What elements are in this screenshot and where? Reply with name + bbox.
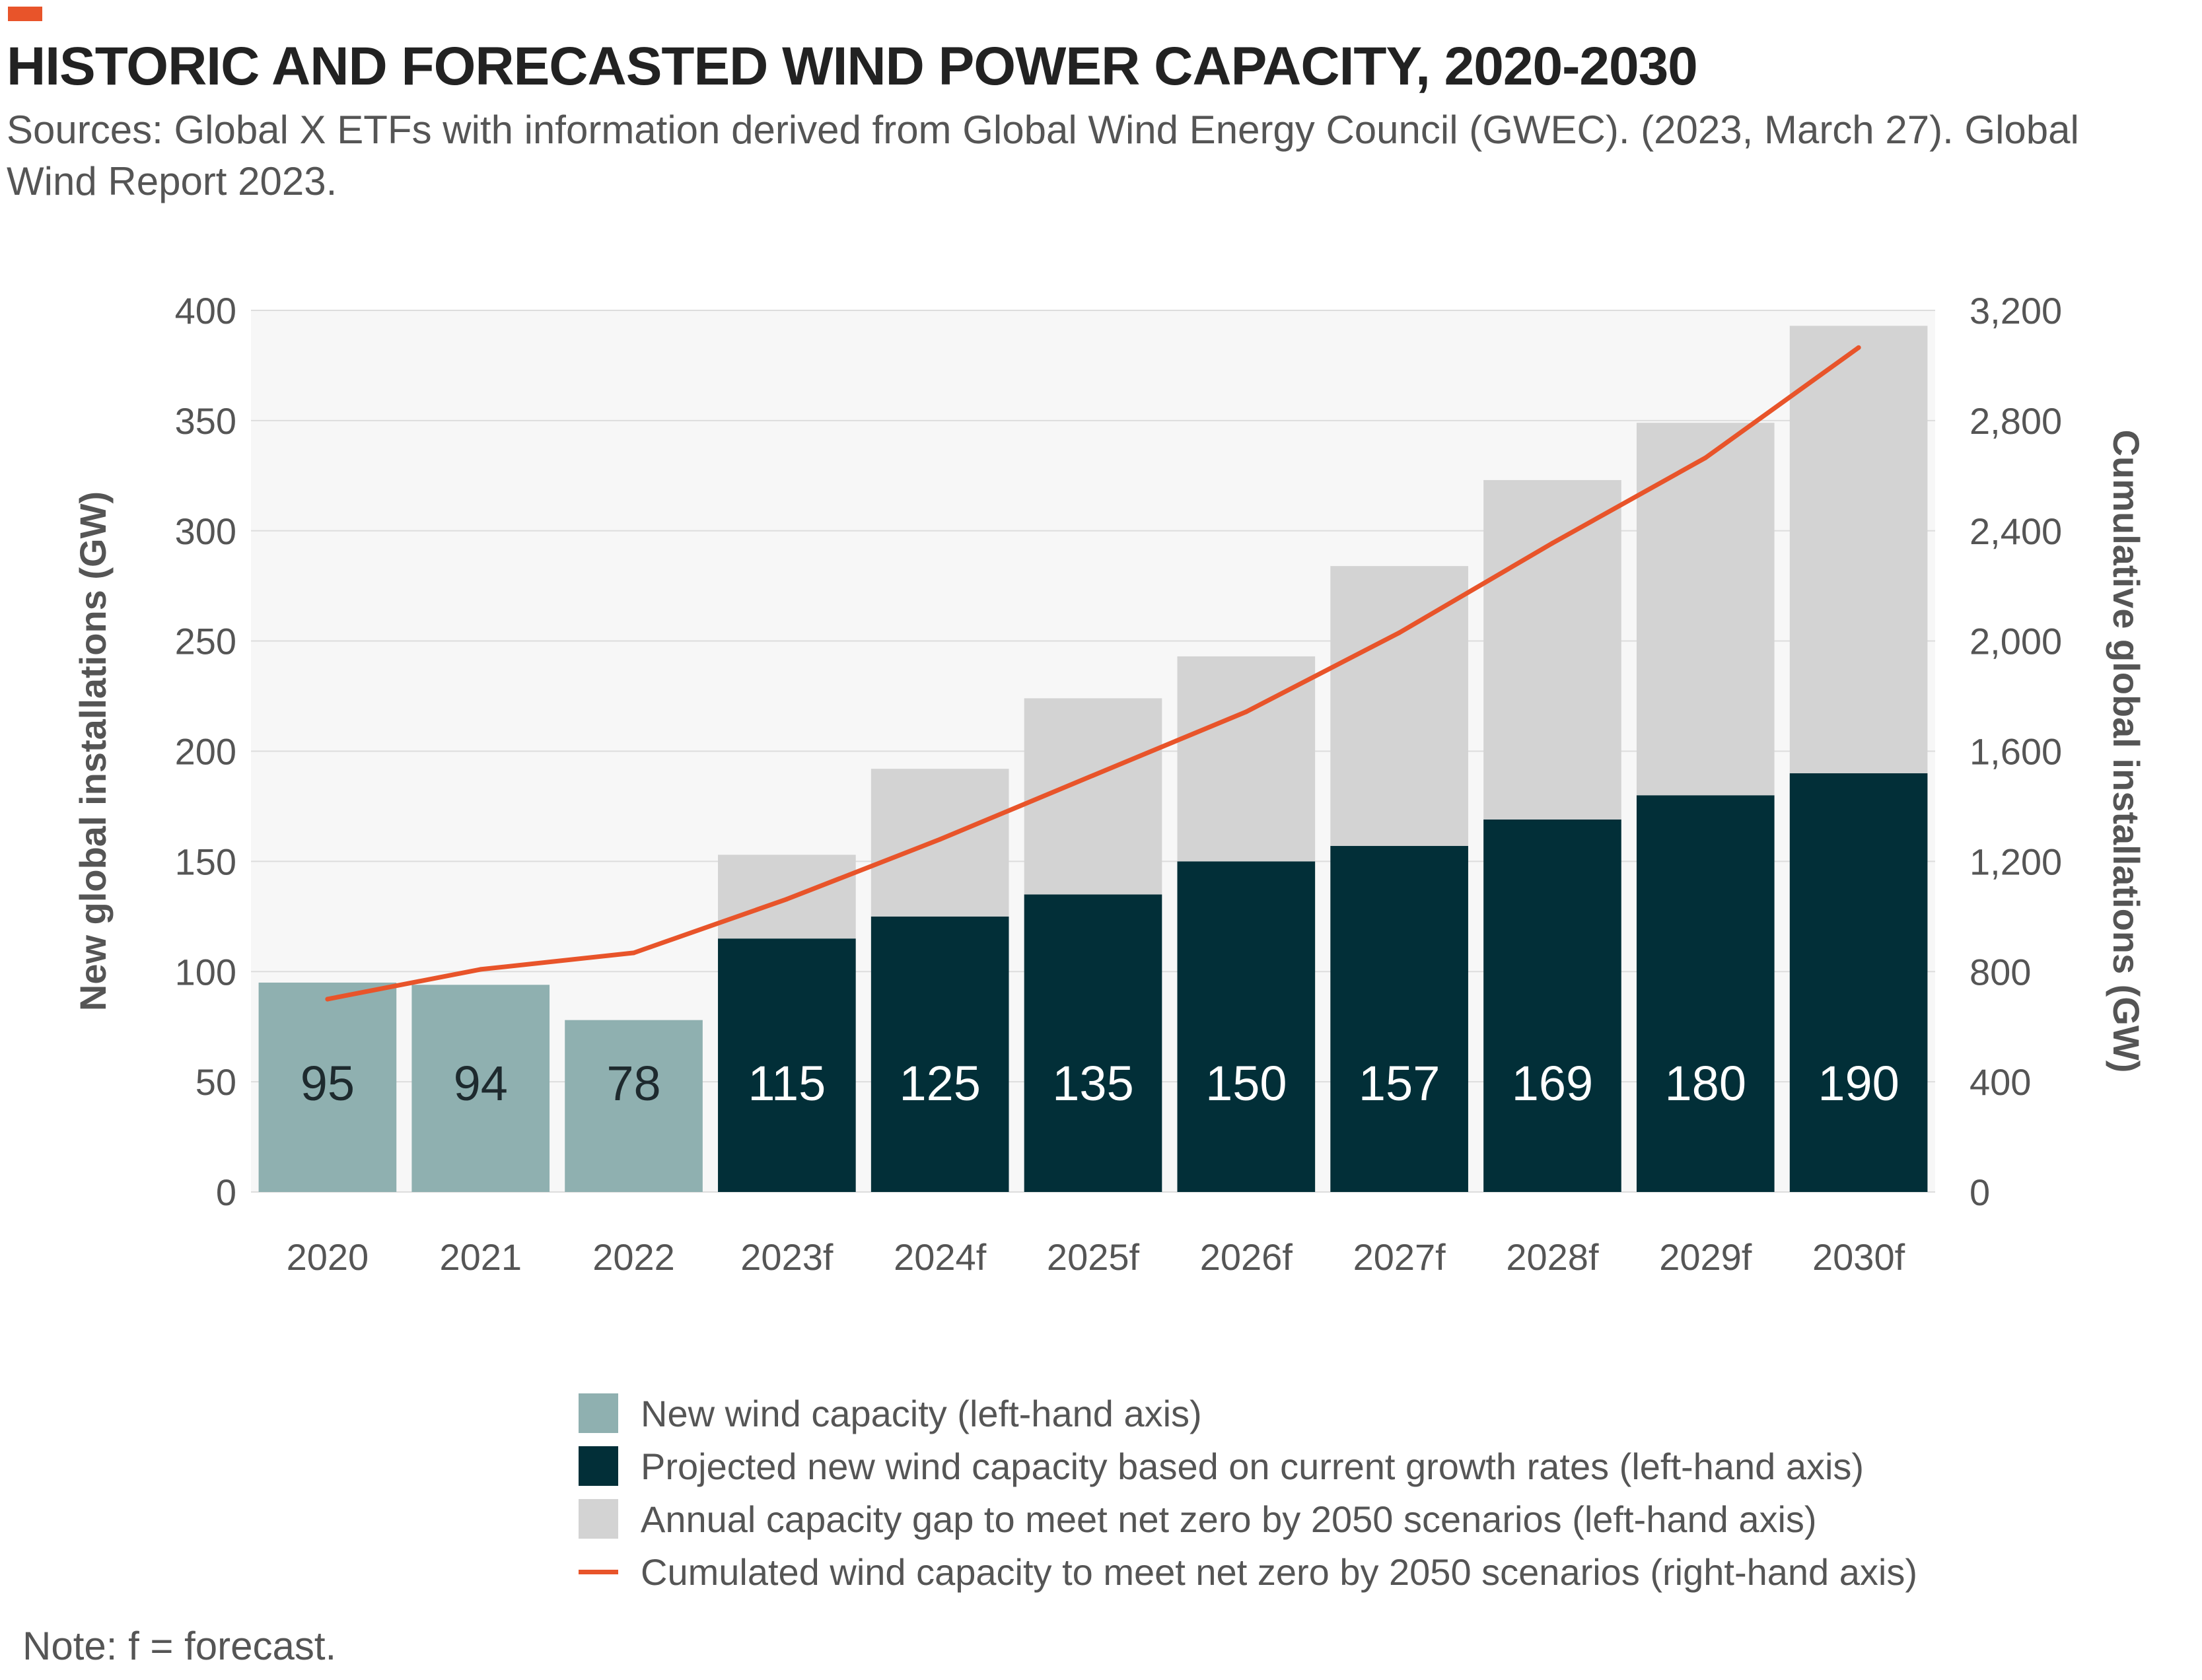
bar-gap: [1330, 566, 1468, 847]
bar-historic: [565, 1020, 703, 1192]
bar-data-label: 169: [1512, 1056, 1593, 1111]
y-axis-title: New global installations (GW): [72, 491, 114, 1011]
y-tick-label: 300: [175, 510, 236, 552]
bar-gap: [870, 769, 1009, 917]
bar-data-label: 125: [899, 1056, 980, 1111]
bar-historic: [411, 985, 550, 1192]
cumulative-point: [937, 837, 942, 842]
bar-data-label: 78: [606, 1056, 660, 1111]
bar-gap: [1789, 326, 1928, 773]
bar-projected: [1483, 819, 1621, 1192]
x-tick-label: 2029f: [1659, 1236, 1752, 1278]
bar-projected: [1636, 795, 1775, 1192]
footnote: Note: f = forecast.: [22, 1624, 337, 1668]
cumulative-point: [1244, 709, 1249, 715]
bar-data-label: 190: [1818, 1056, 1899, 1111]
legend-label-historic: New wind capacity (left-hand axis): [641, 1392, 1202, 1434]
y-tick-label: 50: [195, 1061, 236, 1103]
x-tick-label: 2026f: [1200, 1236, 1293, 1278]
bar-data-label: 157: [1359, 1056, 1440, 1111]
y-tick-label: 400: [175, 290, 236, 332]
legend: New wind capacity (left-hand axis) Proje…: [579, 1387, 1917, 1598]
x-tick-label: 2030f: [1812, 1236, 1905, 1278]
cumulative-point: [1090, 773, 1096, 778]
legend-swatch-projected: [579, 1446, 618, 1486]
chart-subtitle: Sources: Global X ETFs with information …: [7, 108, 2079, 203]
y-tick-label: 150: [175, 841, 236, 882]
bar-data-label: 150: [1205, 1056, 1287, 1111]
y2-tick-label: 3,200: [1970, 290, 2062, 332]
legend-item-historic: New wind capacity (left-hand axis): [579, 1387, 1917, 1440]
y-tick-label: 0: [216, 1172, 236, 1213]
x-tick-label: 2020: [287, 1236, 369, 1278]
x-tick-label: 2028f: [1506, 1236, 1599, 1278]
bar-data-label: 94: [454, 1056, 508, 1111]
legend-swatch-gap: [579, 1499, 618, 1539]
bar-projected: [1177, 861, 1316, 1192]
y2-tick-label: 400: [1970, 1061, 2031, 1103]
y-tick-label: 100: [175, 951, 236, 993]
y2-tick-label: 2,400: [1970, 510, 2062, 552]
bar-data-label: 95: [301, 1056, 355, 1111]
bar-projected: [1330, 846, 1468, 1192]
y2-tick-label: 1,600: [1970, 731, 2062, 773]
bar-projected: [1024, 894, 1162, 1192]
legend-label-gap: Annual capacity gap to meet net zero by …: [641, 1498, 1817, 1540]
legend-swatch-cumulative: [579, 1569, 618, 1574]
cumulative-point: [478, 967, 483, 972]
cumulative-point: [784, 897, 789, 902]
y2-axis-title: Cumulative global installations (GW): [2106, 430, 2147, 1073]
legend-item-gap: Annual capacity gap to meet net zero by …: [579, 1492, 1917, 1545]
y-tick-label: 250: [175, 621, 236, 662]
cumulative-point: [1703, 455, 1708, 460]
legend-swatch-historic: [579, 1393, 618, 1433]
y2-tick-label: 0: [1970, 1172, 1990, 1213]
x-tick-label: 2024f: [894, 1236, 987, 1278]
cumulative-point: [1397, 630, 1402, 635]
y-tick-label: 200: [175, 731, 236, 773]
legend-item-projected: Projected new wind capacity based on cur…: [579, 1440, 1917, 1492]
cumulative-point: [631, 950, 637, 956]
bar-historic: [258, 982, 397, 1192]
y2-tick-label: 2,000: [1970, 621, 2062, 662]
cumulative-point: [325, 997, 330, 1002]
bar-data-label: 135: [1052, 1056, 1133, 1111]
legend-item-cumulative: Cumulated wind capacity to meet net zero…: [579, 1545, 1917, 1598]
x-tick-label: 2027f: [1353, 1236, 1446, 1278]
y2-tick-label: 2,800: [1970, 400, 2062, 442]
y2-tick-label: 800: [1970, 951, 2031, 993]
bar-data-label: 180: [1665, 1056, 1746, 1111]
bar-projected: [1789, 773, 1928, 1192]
bar-projected: [718, 938, 856, 1192]
y2-tick-label: 1,200: [1970, 841, 2062, 882]
legend-label-cumulative: Cumulated wind capacity to meet net zero…: [641, 1551, 1917, 1593]
chart-title: HISTORIC AND FORECASTED WIND POWER CAPAC…: [7, 36, 1698, 96]
x-tick-label: 2023f: [740, 1236, 834, 1278]
cumulative-point: [1549, 541, 1555, 546]
x-tick-label: 2022: [592, 1236, 675, 1278]
x-tick-label: 2025f: [1047, 1236, 1140, 1278]
bar-gap: [1483, 479, 1621, 820]
x-tick-label: 2021: [439, 1236, 522, 1278]
y-tick-label: 350: [175, 400, 236, 442]
accent-bar: [8, 7, 42, 21]
bar-data-label: 115: [748, 1056, 826, 1111]
legend-label-projected: Projected new wind capacity based on cur…: [641, 1445, 1865, 1487]
cumulative-point: [1856, 345, 1861, 350]
bar-gap: [1636, 423, 1775, 796]
bar-projected: [870, 916, 1009, 1192]
